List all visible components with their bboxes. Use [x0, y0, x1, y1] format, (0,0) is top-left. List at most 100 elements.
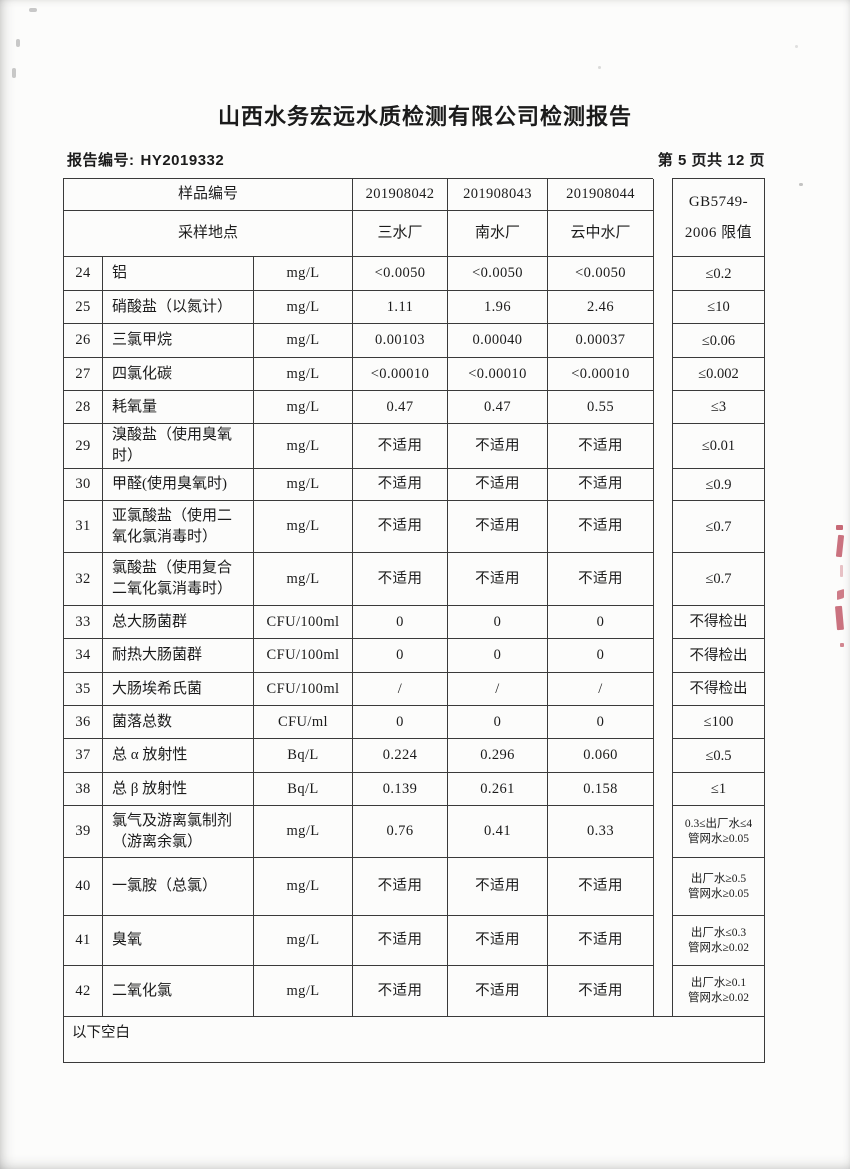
- row-number-cell: 29: [64, 424, 103, 469]
- sample-id-cell: 201908043: [448, 179, 548, 211]
- param-name-cell: 甲醛(使用臭氧时): [103, 469, 254, 501]
- param-name-cell: 耗氧量: [103, 391, 254, 424]
- sample-id-cell: 201908044: [548, 179, 654, 211]
- unit-cell: mg/L: [254, 324, 353, 358]
- report-number-value: HY2019332: [140, 151, 225, 169]
- scan-speck: [29, 8, 37, 12]
- param-name-cell: 总 α 放射性: [103, 739, 254, 773]
- report-meta-line: 报告编号: HY2019332 第 5 页共 12 页: [67, 147, 765, 171]
- scan-speck: [795, 45, 798, 48]
- red-stamp-fragment: [840, 643, 844, 647]
- value-cell: 2.46: [548, 291, 654, 324]
- limit-cell: 出厂水≤0.3 管网水≥0.02: [673, 916, 764, 966]
- param-name-cell: 亚氯酸盐（使用二 氧化氯消毒时）: [103, 501, 254, 553]
- table-row: 29 溴酸盐（使用臭氧 时） mg/L 不适用 不适用 不适用: [64, 424, 654, 469]
- value-cell: 不适用: [353, 424, 448, 469]
- scan-speck: [16, 39, 20, 47]
- value-cell: <0.0050: [548, 257, 654, 291]
- row-number-cell: 27: [64, 358, 103, 391]
- row-number-cell: 26: [64, 324, 103, 358]
- param-name-cell: 二氧化氯: [103, 966, 254, 1017]
- scan-speck: [598, 66, 601, 69]
- row-number-cell: 41: [64, 916, 103, 966]
- row-number-cell: 35: [64, 673, 103, 706]
- value-cell: 不适用: [548, 966, 654, 1017]
- value-cell: 不适用: [353, 966, 448, 1017]
- limit-cell: ≤0.5: [673, 739, 764, 773]
- param-name-cell: 四氯化碳: [103, 358, 254, 391]
- value-cell: 0: [548, 706, 654, 739]
- value-cell: 0: [353, 639, 448, 673]
- table-row: 42 二氧化氯 mg/L 不适用 不适用 不适用: [64, 966, 654, 1017]
- location-cell: 三水厂: [353, 211, 448, 257]
- limit-cell: 0.3≤出厂水≤4 管网水≥0.05: [673, 806, 764, 858]
- table-row: 30 甲醛(使用臭氧时) mg/L 不适用 不适用 不适用: [64, 469, 654, 501]
- value-cell: /: [448, 673, 548, 706]
- param-name-cell: 铝: [103, 257, 254, 291]
- unit-cell: mg/L: [254, 391, 353, 424]
- unit-cell: CFU/100ml: [254, 639, 353, 673]
- value-cell: 不适用: [353, 858, 448, 916]
- value-cell: 不适用: [353, 553, 448, 606]
- results-table: 样品编号 201908042 201908043 201908044 采样地点 三水厂 南水…: [63, 178, 654, 1017]
- limit-header-line1: GB5749-: [688, 193, 749, 210]
- row-number-cell: 25: [64, 291, 103, 324]
- unit-cell: mg/L: [254, 257, 353, 291]
- location-label: 采样地点: [64, 211, 353, 257]
- unit-cell: Bq/L: [254, 773, 353, 806]
- unit-cell: mg/L: [254, 858, 353, 916]
- limit-cell: ≤0.2: [673, 257, 764, 291]
- value-cell: 不适用: [448, 469, 548, 501]
- table-row: 24 铝 mg/L <0.0050 <0.0050 <0.0050: [64, 257, 654, 291]
- table-row: 40 一氯胺（总氯） mg/L 不适用 不适用 不适用: [64, 858, 654, 916]
- value-cell: 0.158: [548, 773, 654, 806]
- limit-cell: ≤3: [673, 391, 764, 424]
- table-row: 25 硝酸盐（以氮计） mg/L 1.11 1.96 2.46: [64, 291, 654, 324]
- unit-cell: mg/L: [254, 553, 353, 606]
- limit-cell: ≤0.01: [673, 424, 764, 469]
- value-cell: 0: [548, 606, 654, 639]
- table-row: 31 亚氯酸盐（使用二 氧化氯消毒时） mg/L 不适用 不适用 不适用: [64, 501, 654, 553]
- value-cell: <0.0050: [353, 257, 448, 291]
- value-cell: 不适用: [448, 858, 548, 916]
- red-stamp-fragment: [836, 525, 843, 530]
- param-name-cell: 三氯甲烷: [103, 324, 254, 358]
- row-number-cell: 40: [64, 858, 103, 916]
- value-cell: 不适用: [548, 916, 654, 966]
- param-name-cell: 总大肠菌群: [103, 606, 254, 639]
- limit-cell: ≤0.06: [673, 324, 764, 358]
- row-number-cell: 31: [64, 501, 103, 553]
- limit-cell: ≤100: [673, 706, 764, 739]
- scan-speck: [799, 183, 803, 186]
- page-number-indicator: 第 5 页共 12 页: [657, 151, 765, 169]
- row-number-cell: 39: [64, 806, 103, 858]
- unit-cell: mg/L: [254, 424, 353, 469]
- value-cell: 不适用: [353, 469, 448, 501]
- value-cell: 不适用: [548, 501, 654, 553]
- value-cell: <0.00010: [448, 358, 548, 391]
- unit-cell: mg/L: [254, 358, 353, 391]
- table-row: 38 总 β 放射性 Bq/L 0.139 0.261 0.158: [64, 773, 654, 806]
- table-row: 39 氯气及游离氯制剂 （游离余氯） mg/L 0.76 0.41 0.33: [64, 806, 654, 858]
- limit-cell: 不得检出: [673, 639, 764, 673]
- row-number-cell: 42: [64, 966, 103, 1017]
- value-cell: 0.76: [353, 806, 448, 858]
- table-row: 36 菌落总数 CFU/ml 0 0 0: [64, 706, 654, 739]
- value-cell: 0: [448, 606, 548, 639]
- value-cell: 1.96: [448, 291, 548, 324]
- table-row: 34 耐热大肠菌群 CFU/100ml 0 0 0: [64, 639, 654, 673]
- row-number-cell: 34: [64, 639, 103, 673]
- row-number-cell: 33: [64, 606, 103, 639]
- row-number-cell: 28: [64, 391, 103, 424]
- value-cell: 不适用: [548, 858, 654, 916]
- value-cell: /: [353, 673, 448, 706]
- value-cell: 0: [353, 706, 448, 739]
- limit-cell: ≤0.7: [673, 553, 764, 606]
- value-cell: 0.41: [448, 806, 548, 858]
- unit-cell: mg/L: [254, 916, 353, 966]
- limit-cell: 出厂水≥0.5 管网水≥0.05: [673, 858, 764, 916]
- scan-speck: [12, 68, 16, 78]
- limit-cell: ≤1: [673, 773, 764, 806]
- value-cell: 不适用: [548, 553, 654, 606]
- limit-header-cell: GB5749- 2006 限值: [673, 179, 764, 257]
